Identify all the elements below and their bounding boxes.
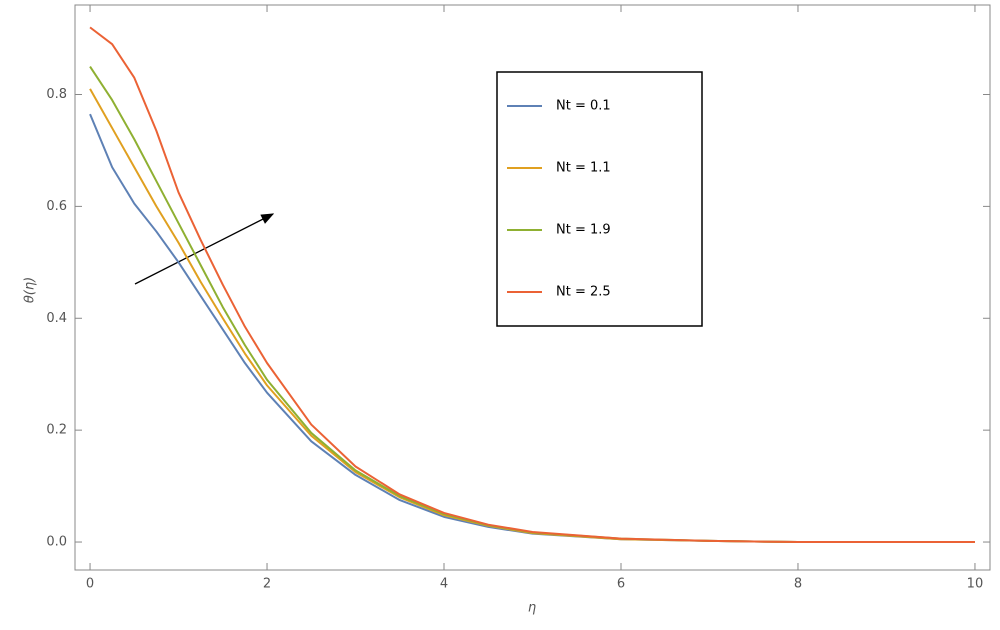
x-tick-label: 0 xyxy=(86,577,94,592)
y-tick-label: 0.2 xyxy=(46,423,67,438)
x-tick-label: 4 xyxy=(440,577,448,592)
x-tick-label: 2 xyxy=(263,577,271,592)
line-series xyxy=(89,26,975,544)
legend-box xyxy=(496,71,703,327)
x-axis-label: η xyxy=(528,601,536,616)
legend-label: Nt = 2.5 xyxy=(556,285,611,300)
x-tick-label: 10 xyxy=(967,577,984,592)
y-tick-label: 0.6 xyxy=(46,199,67,214)
trend-arrow xyxy=(134,213,275,285)
legend-label: Nt = 1.9 xyxy=(556,223,611,238)
y-axis-label: θ(η) xyxy=(23,277,38,303)
x-tick-label: 8 xyxy=(794,577,802,592)
x-tick-label: 6 xyxy=(617,577,625,592)
legend-label: Nt = 0.1 xyxy=(556,99,611,114)
plot-frame xyxy=(74,4,991,571)
y-tick-label: 0.0 xyxy=(46,535,67,550)
y-tick-label: 0.4 xyxy=(46,311,67,326)
legend-label: Nt = 1.1 xyxy=(556,161,611,176)
y-tick-label: 0.8 xyxy=(46,87,67,102)
